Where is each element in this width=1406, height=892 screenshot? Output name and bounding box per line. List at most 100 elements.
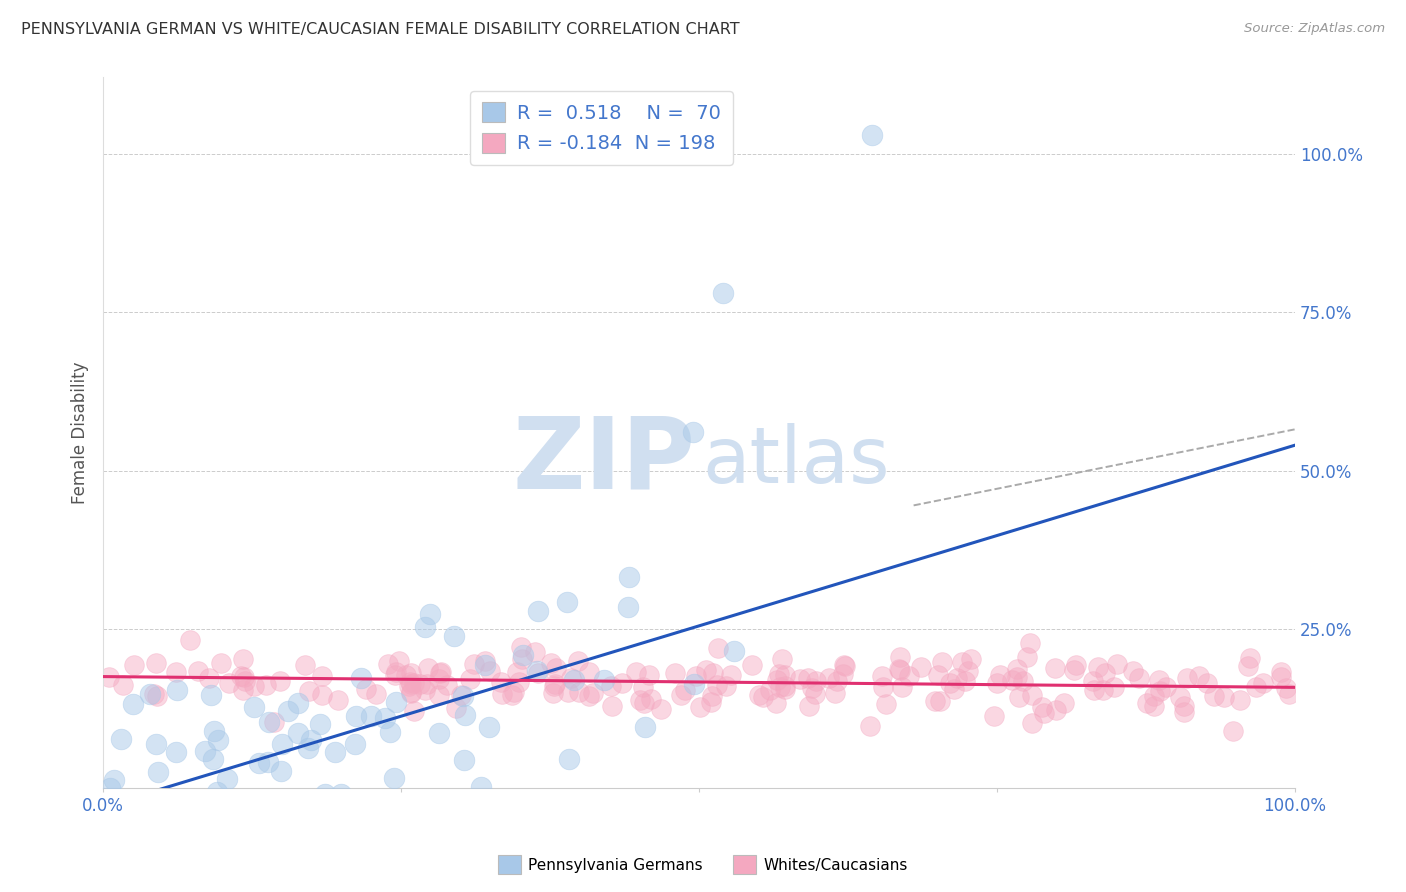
- Point: [769, 680, 792, 694]
- Point: [148, 765, 170, 780]
- Point: [419, 607, 441, 622]
- Point: [1154, 680, 1177, 694]
- Point: [526, 666, 548, 681]
- Point: [628, 692, 651, 706]
- Point: [299, 732, 322, 747]
- Point: [427, 688, 450, 702]
- Point: [834, 658, 856, 673]
- Point: [832, 667, 855, 681]
- Point: [804, 687, 827, 701]
- Point: [207, 733, 229, 747]
- Point: [824, 686, 846, 700]
- Point: [350, 671, 373, 685]
- Point: [402, 675, 425, 690]
- Point: [344, 737, 367, 751]
- Point: [232, 652, 254, 666]
- Point: [503, 685, 526, 699]
- Point: [631, 681, 654, 695]
- Point: [270, 764, 292, 778]
- Point: [215, 772, 238, 787]
- Point: [526, 665, 548, 679]
- Point: [1195, 676, 1218, 690]
- Point: [233, 670, 256, 684]
- Point: [454, 707, 477, 722]
- Point: [789, 672, 811, 686]
- Point: [527, 604, 550, 618]
- Point: [950, 655, 973, 669]
- Text: PENNSYLVANIA GERMAN VS WHITE/CAUCASIAN FEMALE DISABILITY CORRELATION CHART: PENNSYLVANIA GERMAN VS WHITE/CAUCASIAN F…: [21, 22, 740, 37]
- Point: [326, 693, 349, 707]
- Point: [945, 671, 967, 685]
- Point: [700, 695, 723, 709]
- Point: [491, 687, 513, 701]
- Point: [1274, 681, 1296, 695]
- Point: [218, 675, 240, 690]
- Point: [1237, 659, 1260, 673]
- Point: [1102, 680, 1125, 694]
- Point: [297, 740, 319, 755]
- Point: [1019, 636, 1042, 650]
- Point: [773, 681, 796, 696]
- Point: [1147, 673, 1170, 687]
- Point: [889, 663, 911, 677]
- Point: [479, 665, 502, 679]
- Text: atlas: atlas: [703, 423, 890, 499]
- Point: [399, 665, 422, 680]
- Point: [257, 714, 280, 729]
- Point: [600, 679, 623, 693]
- Point: [560, 671, 582, 685]
- Point: [720, 668, 742, 682]
- Point: [939, 676, 962, 690]
- Point: [544, 661, 567, 675]
- Point: [664, 665, 686, 680]
- Point: [429, 666, 451, 681]
- Point: [582, 686, 605, 700]
- Point: [1173, 699, 1195, 714]
- Point: [766, 673, 789, 687]
- Point: [443, 629, 465, 643]
- Point: [380, 725, 402, 739]
- Point: [634, 720, 657, 734]
- Point: [427, 725, 450, 739]
- Point: [706, 640, 728, 655]
- Legend: R =  0.518    N =  70, R = -0.184  N = 198: R = 0.518 N = 70, R = -0.184 N = 198: [471, 91, 733, 165]
- Point: [617, 570, 640, 584]
- Point: [385, 665, 408, 680]
- Point: [673, 682, 696, 697]
- Point: [1094, 665, 1116, 680]
- Point: [1033, 706, 1056, 721]
- Point: [683, 677, 706, 691]
- Point: [983, 708, 1005, 723]
- Point: [1105, 657, 1128, 672]
- Point: [1168, 690, 1191, 704]
- Point: [139, 687, 162, 701]
- Point: [1045, 703, 1067, 717]
- Point: [860, 128, 883, 142]
- Point: [344, 708, 367, 723]
- Point: [523, 645, 546, 659]
- Point: [287, 696, 309, 710]
- Point: [953, 673, 976, 688]
- Point: [1012, 674, 1035, 689]
- Point: [388, 654, 411, 668]
- Point: [294, 657, 316, 672]
- Point: [166, 665, 188, 680]
- Point: [986, 676, 1008, 690]
- Point: [399, 685, 422, 699]
- Point: [103, 772, 125, 787]
- Text: Source: ZipAtlas.com: Source: ZipAtlas.com: [1244, 22, 1385, 36]
- Point: [166, 683, 188, 698]
- Point: [330, 787, 353, 801]
- Point: [1031, 699, 1053, 714]
- Point: [263, 714, 285, 729]
- Point: [695, 663, 717, 677]
- Point: [453, 754, 475, 768]
- Point: [1175, 671, 1198, 685]
- Point: [145, 737, 167, 751]
- Point: [1229, 693, 1251, 707]
- Point: [377, 657, 399, 671]
- Point: [247, 756, 270, 770]
- Point: [98, 780, 121, 795]
- Point: [702, 690, 724, 704]
- Point: [242, 679, 264, 693]
